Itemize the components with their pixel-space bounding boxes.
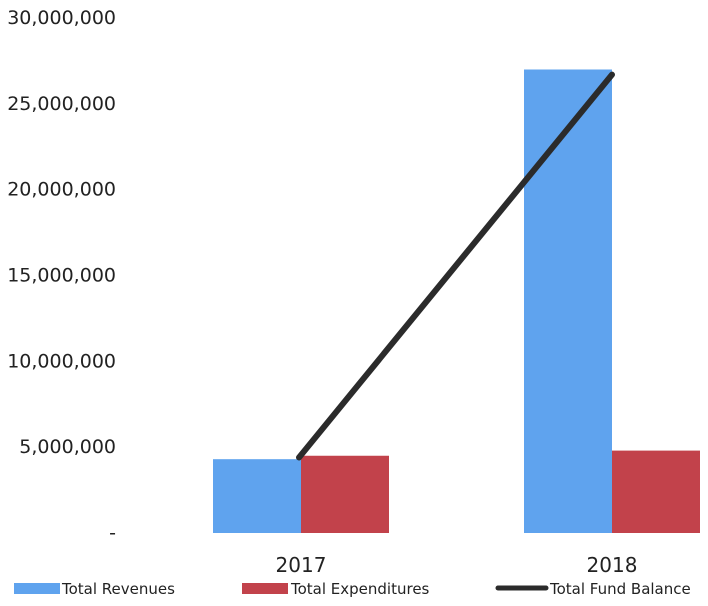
- legend-label: Total Revenues: [61, 580, 175, 598]
- expenditure-bar-2018: [612, 450, 700, 533]
- x-axis: 2017 2018: [276, 553, 638, 577]
- y-tick-label: 5,000,000: [19, 436, 116, 458]
- bars: [213, 69, 700, 533]
- revenue-bar-2018: [524, 69, 612, 533]
- fund-balance-line: [296, 71, 615, 461]
- revenue-bar-2017: [213, 459, 301, 533]
- y-tick-label: -: [109, 522, 116, 544]
- expenditure-bar-2017: [301, 455, 389, 533]
- y-tick-label: 15,000,000: [7, 265, 116, 287]
- y-axis: - 5,000,000 10,000,000 15,000,000 20,000,000…: [7, 7, 116, 544]
- y-tick-label: 10,000,000: [7, 350, 116, 372]
- legend-label: Total Expenditures: [290, 580, 430, 598]
- legend-swatch: [242, 583, 288, 594]
- fund-balance-point-2017: [298, 456, 300, 458]
- y-tick-label: 30,000,000: [7, 7, 116, 29]
- y-tick-label: 25,000,000: [7, 93, 116, 115]
- legend: Total Revenues Total Expenditures Total Fu…: [14, 580, 691, 598]
- legend-label: Total Fund Balance: [549, 580, 691, 598]
- x-tick-label: 2018: [587, 553, 638, 577]
- x-tick-label: 2017: [276, 553, 327, 577]
- y-tick-label: 20,000,000: [7, 179, 116, 201]
- fund-balance-line-group: [296, 71, 615, 461]
- fund-balance-point-2018: [611, 74, 613, 76]
- legend-swatch: [14, 583, 60, 594]
